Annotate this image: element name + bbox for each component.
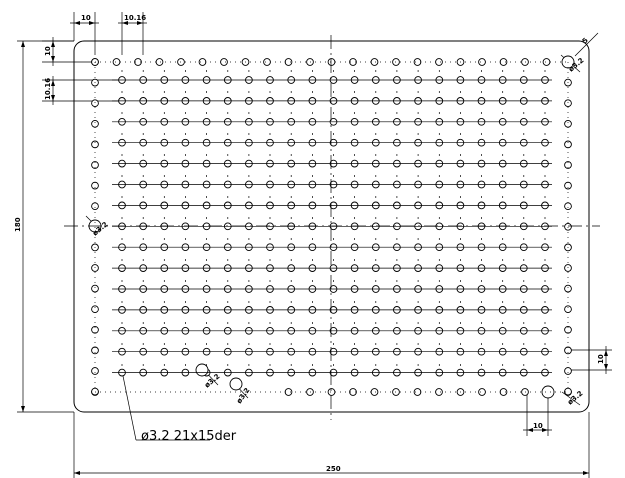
- perimeter-hole: [564, 202, 572, 211]
- dim-edge-offset-x: 10: [81, 14, 91, 22]
- perimeter-hole: [91, 367, 99, 375]
- perimeter-hole: [564, 284, 572, 293]
- dim-overall-width: 250: [326, 465, 341, 473]
- dim-right-pitch: 10: [597, 354, 605, 364]
- perimeter-hole: [478, 388, 486, 396]
- perimeter-hole: [327, 58, 336, 66]
- perimeter-hole: [220, 58, 228, 66]
- perimeter-hole: [155, 58, 164, 66]
- perimeter-hole: [564, 99, 572, 108]
- perimeter-hole: [327, 388, 336, 396]
- mounting-hole: [229, 377, 243, 391]
- dim-bottom-pitch: 10: [533, 422, 543, 430]
- perimeter-hole: [112, 58, 121, 66]
- mounting-hole: [195, 363, 209, 377]
- perimeter-hole: [91, 161, 99, 169]
- perimeter-hole: [370, 388, 379, 396]
- hole-grid: [88, 55, 575, 399]
- perimeter-hole: [91, 202, 99, 211]
- perimeter-hole: [564, 222, 572, 231]
- perimeter-hole: [349, 388, 357, 396]
- dim-pitch-x: 10.16: [124, 14, 146, 22]
- perimeter-hole: [478, 58, 486, 66]
- perimeter-hole: [370, 58, 379, 66]
- perimeter-hole: [542, 58, 551, 66]
- dim-corner-size: 5: [581, 36, 590, 45]
- perimeter-hole: [435, 58, 443, 66]
- perimeter-hole: [134, 58, 142, 66]
- plate-outline: [73, 40, 590, 413]
- perimeter-hole: [91, 99, 99, 108]
- arrowheads: [21, 21, 608, 475]
- hole-spec-note: ø3.2 21x15der: [141, 429, 237, 444]
- mounting-hole: [541, 385, 555, 399]
- perimeter-hole: [564, 305, 572, 314]
- perimeter-hole: [263, 58, 271, 66]
- perimeter-hole: [564, 367, 572, 375]
- perimeter-hole: [91, 387, 99, 396]
- centerlines: [64, 35, 600, 420]
- perimeter-hole: [435, 388, 443, 396]
- perimeter-hole: [91, 284, 99, 293]
- dim-overall-height: 180: [14, 217, 22, 232]
- perimeter-hole: [349, 58, 357, 66]
- perimeter-hole: [91, 119, 99, 128]
- dim-pitch-y: 10.16: [44, 78, 52, 100]
- perimeter-hole: [564, 161, 572, 169]
- perimeter-hole: [564, 387, 572, 396]
- perimeter-hole: [91, 305, 99, 314]
- dim-edge-offset-y: 10: [44, 46, 52, 56]
- perimeter-hole: [564, 325, 572, 334]
- perimeter-hole: [564, 119, 572, 128]
- perimeter-hole: [91, 325, 99, 334]
